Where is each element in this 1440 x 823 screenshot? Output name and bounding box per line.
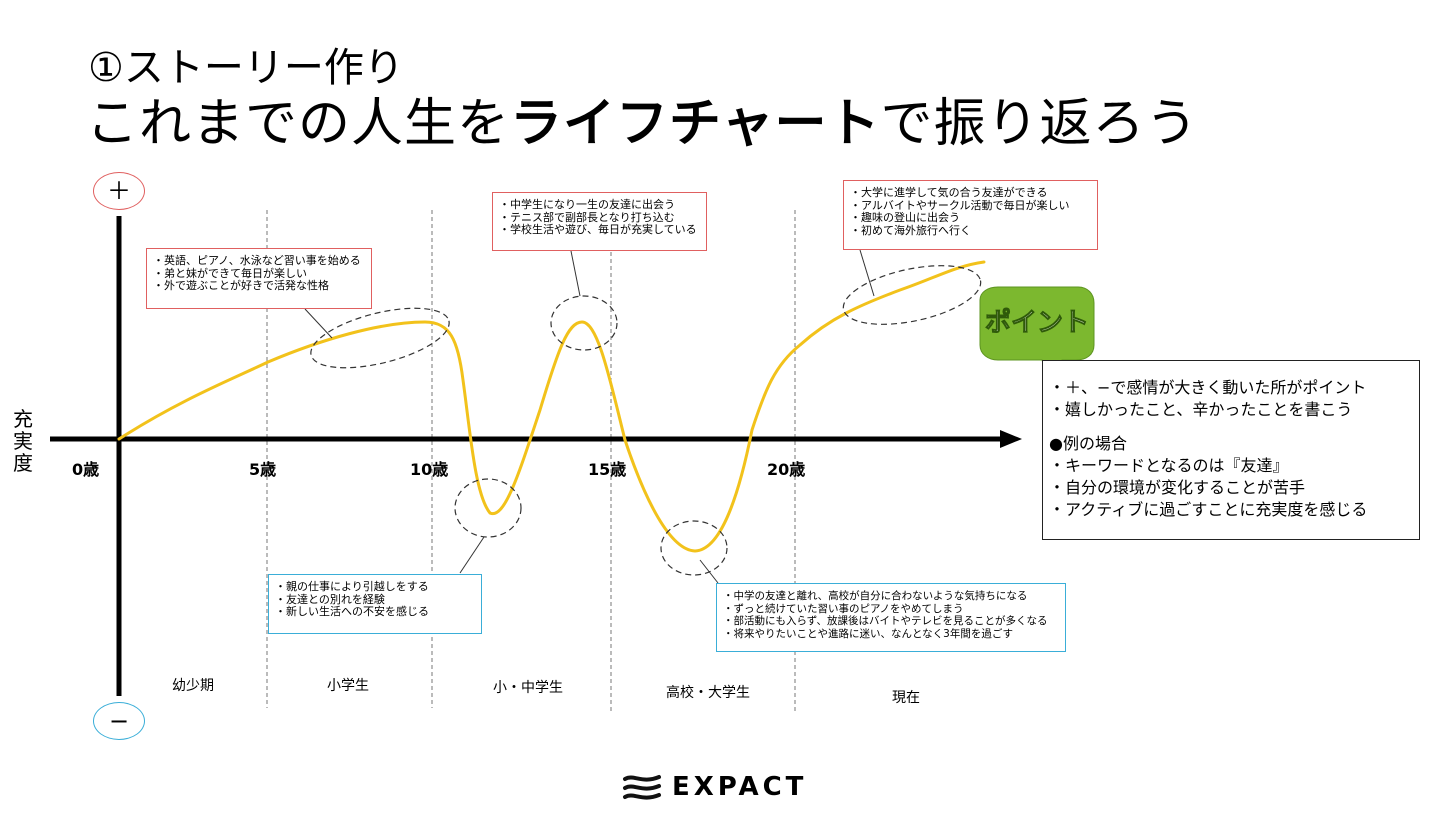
page-subtitle: ①ストーリー作り (88, 45, 404, 91)
callout-line: ・大学に進学して気の合う友達ができる (850, 186, 1048, 199)
highlight-ellipse-2 (550, 295, 618, 351)
tick-label-20: 20歳 (767, 460, 806, 479)
callout-line: ・初めて海外旅行へ行く (850, 223, 971, 237)
point-badge (979, 286, 1095, 380)
highlight-ellipse-3 (842, 265, 982, 325)
stage-label-early-childhood: 幼少期 (172, 678, 214, 694)
highlight-ellipse-4 (454, 478, 522, 538)
callout-line: ・アルバイトやサークル活動で毎日が楽しい (850, 198, 1070, 212)
callout-line: ・将来やりたいことや進路に迷い、なんとなく3年間を過ごす (723, 627, 1013, 640)
tick-label-0: 0歳 (72, 460, 100, 479)
expact-logo-icon (623, 775, 661, 800)
callout-line: ・学校生活や遊び、毎日が充実している (499, 223, 697, 236)
example-title: ●例の場合 (1049, 434, 1127, 453)
callout-line: ・弟と妹ができて毎日が楽しい (153, 266, 307, 280)
highlight-ellipse-1 (310, 307, 450, 369)
callout-line: ・新しい生活への不安を感じる (275, 605, 429, 618)
callout-line: ・ずっと続けていた習い事のピアノをやめてしまう (723, 602, 964, 615)
callout-university: ・大学に進学して気の合う友達ができる ・アルバイトやサークル活動で毎日が楽しい … (843, 180, 1098, 250)
expact-logo: EXPACT (622, 770, 807, 804)
page-title: これまでの人生をライフチャートで振り返ろう (86, 92, 1199, 156)
leader-line-5 (699, 559, 719, 584)
leader-line-2 (570, 250, 581, 297)
tick-label-5: 5歳 (249, 460, 277, 479)
point-line: ・＋、−で感情が大きく動いた所がポイント (1049, 378, 1367, 397)
plus-sign: ＋ (93, 172, 145, 210)
point-box: ・＋、−で感情が大きく動いた所がポイント ・嬉しかったこと、辛かったことを書こう… (1042, 360, 1420, 540)
callout-line: ・テニス部で副部長となり打ち込む (499, 210, 675, 224)
tick-label-10: 10歳 (410, 460, 449, 479)
point-badge-label: ポイント (984, 308, 1089, 339)
callout-line: ・外で遊ぶことが好きで活発な性格 (153, 279, 329, 292)
life-curve (117, 260, 986, 553)
title-prefix: これまでの人生を (86, 94, 511, 154)
callout-line: ・中学の友達と離れ、高校が自分に合わないような気持ちになる (723, 590, 1028, 602)
title-suffix: で振り返ろう (880, 94, 1199, 154)
stage-label-present: 現在 (892, 690, 920, 706)
callout-high-school: ・中学の友達と離れ、高校が自分に合わないような気持ちになる ・ずっと続けていた習… (716, 583, 1066, 652)
leader-line-4 (459, 536, 485, 574)
callout-line: ・部活動にも入らず、放課後はバイトやテレビを見ることが多くなる (723, 615, 1048, 627)
callout-move: ・親の仕事により引越しをする ・友達との別れを経験 ・新しい生活への不安を感じる (268, 574, 482, 634)
expact-logo-text: EXPACT (672, 772, 808, 802)
title-bold: ライフチャート (510, 94, 881, 154)
y-axis-label: 充実度 (13, 407, 33, 475)
callout-line: ・親の仕事により引越しをする (275, 580, 429, 593)
callout-line: ・趣味の登山に出会う (850, 211, 960, 224)
stage-label-junior-high: 小・中学生 (493, 680, 563, 696)
callout-junior-high: ・中学生になり一生の友達に出会う ・テニス部で副部長となり打ち込む ・学校生活や… (492, 192, 707, 251)
example-line: ・自分の環境が変化することが苦手 (1049, 478, 1306, 497)
example-line: ・キーワードとなるのは『友達』 (1049, 456, 1289, 475)
leader-line-1 (304, 308, 333, 339)
callout-line: ・英語、ピアノ、水泳など習い事を始める (153, 254, 361, 267)
tick-label-15: 15歳 (588, 460, 627, 479)
stage-label-elementary: 小学生 (327, 678, 369, 694)
callout-early-childhood: ・英語、ピアノ、水泳など習い事を始める ・弟と妹ができて毎日が楽しい ・外で遊ぶ… (146, 248, 372, 309)
callout-line: ・中学生になり一生の友達に出会う (499, 198, 675, 211)
point-line: ・嬉しかったこと、辛かったことを書こう (1049, 400, 1353, 419)
highlight-ellipse-5 (660, 520, 728, 576)
example-line: ・アクティブに過ごすことに充実度を感じる (1049, 500, 1368, 519)
x-axis-arrow (1000, 430, 1022, 448)
stage-label-high-school-university: 高校・大学生 (666, 685, 750, 701)
minus-sign: − (93, 702, 145, 740)
callout-line: ・友達との別れを経験 (275, 592, 385, 606)
leader-line-3 (859, 249, 875, 297)
